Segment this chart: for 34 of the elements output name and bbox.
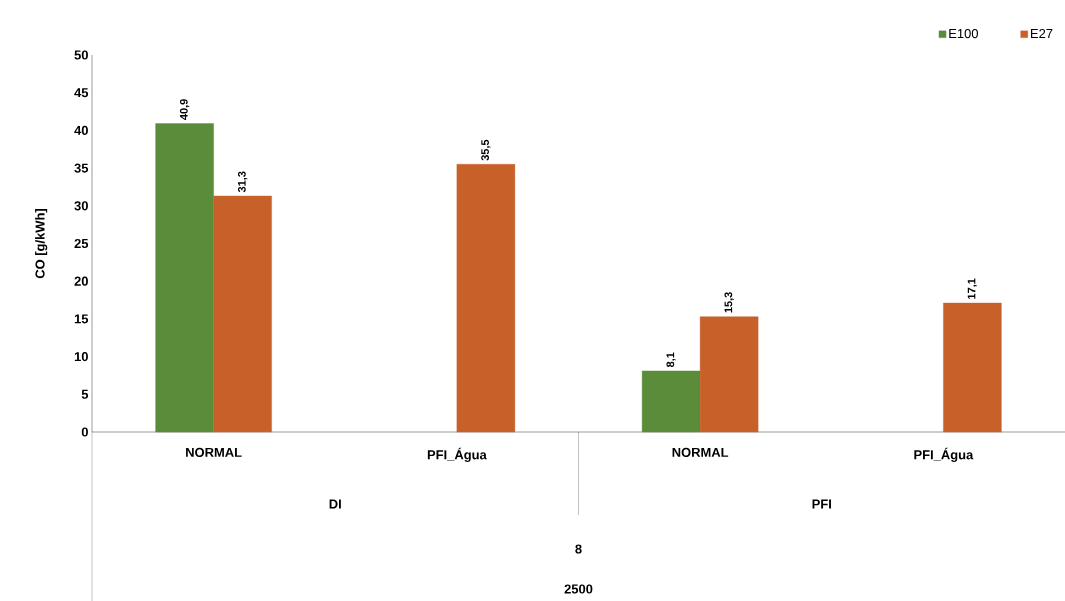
y-axis-title: CO [g/kWh]: [35, 208, 48, 279]
data-label: 17,1: [967, 278, 978, 299]
bar: [943, 302, 1002, 433]
data-label: 31,3: [237, 171, 248, 193]
y-tick-label: 25: [74, 238, 89, 249]
data-label: 35,5: [481, 139, 491, 161]
x-tick-label: PFI_Água: [914, 447, 974, 462]
bar: [641, 370, 701, 433]
y-tick-label: 45: [74, 88, 89, 98]
text: 2500: [564, 584, 593, 594]
legend-label: E100: [949, 28, 978, 39]
y-tick-label: 35: [74, 163, 89, 173]
text: 8: [575, 544, 582, 554]
bar: [155, 123, 214, 433]
y-tick-label: 10: [74, 352, 88, 362]
y-tick-label: 40: [74, 125, 88, 135]
bar: [213, 195, 272, 433]
y-tick-label: 20: [74, 276, 88, 286]
legend-label: E27: [1031, 28, 1053, 39]
y-tick-label: 15: [74, 314, 89, 324]
text: DI: [329, 499, 341, 509]
y-tick-label: 30: [74, 201, 88, 211]
data-label: 40,9: [179, 99, 190, 120]
x-tick-label: NORMAL: [672, 447, 729, 457]
x-tick-label: NORMAL: [186, 447, 242, 457]
bar: [699, 316, 759, 433]
y-tick-label: 0: [81, 427, 88, 437]
text: PFI: [812, 499, 831, 509]
data-label: 8,1: [666, 352, 676, 368]
data-label: 15,3: [724, 292, 734, 313]
y-tick-label: 50: [74, 50, 88, 60]
y-tick-label: 5: [81, 389, 89, 399]
x-tick-label: PFI_Água: [427, 447, 487, 462]
bar: [456, 164, 516, 433]
